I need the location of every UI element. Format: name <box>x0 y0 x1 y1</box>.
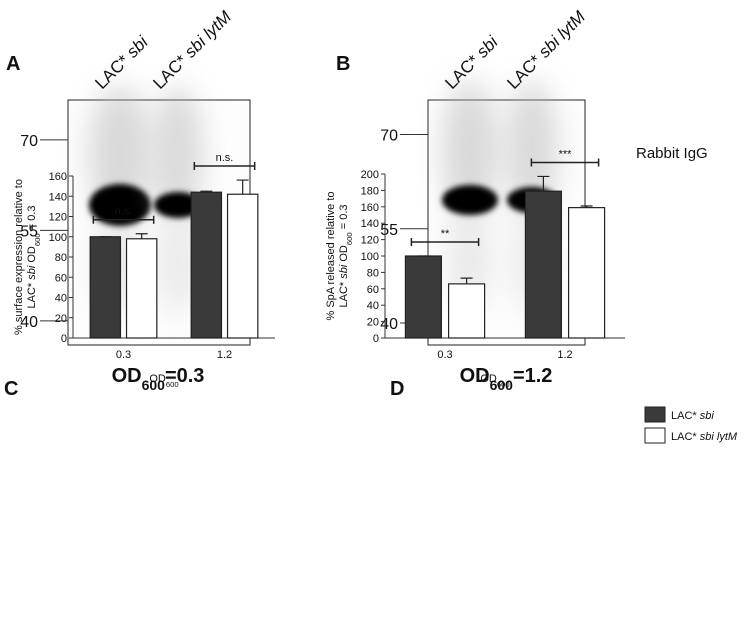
blot-image <box>67 85 251 346</box>
y-axis-label: LAC* sbi OD600 = 0.3 <box>338 204 354 307</box>
band <box>154 192 202 218</box>
legend-label: LAC* sbi lytM <box>671 431 738 443</box>
significance-bracket <box>193 162 256 171</box>
bar <box>524 190 563 339</box>
bar <box>190 191 223 339</box>
marker-label: 40 <box>380 316 398 333</box>
y-tick-label: 120 <box>361 235 379 247</box>
y-tick-label: 140 <box>49 191 67 203</box>
y-tick-label: 20 <box>367 317 379 329</box>
significance-bracket <box>92 215 155 224</box>
y-tick-label: 0 <box>373 333 379 345</box>
y-tick-label: 60 <box>367 284 379 296</box>
x-tick-label: 1.2 <box>557 349 572 361</box>
lane-label: LAC* sbi lytM <box>149 7 235 93</box>
bar <box>226 193 259 339</box>
x-tick-label: 0.3 <box>437 349 452 361</box>
lane-label: LAC* sbi <box>91 32 152 93</box>
x-tick-label: 1.2 <box>217 349 232 361</box>
error-bar <box>580 205 593 208</box>
significance-bracket <box>410 238 480 246</box>
error-bar <box>236 179 249 195</box>
blot-label: Rabbit IgG <box>636 145 708 162</box>
marker-label: 40 <box>20 314 38 331</box>
error-bar <box>537 175 550 192</box>
bar <box>567 207 606 339</box>
bar <box>125 238 158 339</box>
x-axis-label: OD600 <box>480 373 509 389</box>
y-tick-label: 200 <box>361 169 379 181</box>
error-bar <box>200 190 213 193</box>
smear-low <box>158 215 198 315</box>
y-tick-label: 40 <box>55 293 67 305</box>
smear <box>442 80 498 220</box>
y-tick-label: 160 <box>49 171 67 183</box>
smear <box>507 80 557 220</box>
y-tick-label: 100 <box>49 232 67 244</box>
panel-letter: B <box>336 53 350 75</box>
marker-label: 70 <box>20 133 38 150</box>
y-axis-label: % surface expression relative to <box>13 179 25 335</box>
marker-label: 55 <box>380 222 398 239</box>
legend-label: LAC* sbi <box>671 410 714 422</box>
bar <box>89 236 122 339</box>
y-axis-label: % SpA released relative to <box>325 191 337 320</box>
y-tick-label: 20 <box>55 313 67 325</box>
lane-label: LAC* sbi lytM <box>503 7 589 93</box>
panel-letter: D <box>390 378 404 400</box>
bar <box>448 283 486 339</box>
y-tick-label: 120 <box>49 212 67 224</box>
marker-label: 70 <box>380 128 398 145</box>
y-tick-label: 80 <box>367 267 379 279</box>
y-tick-label: 80 <box>55 252 67 264</box>
y-tick-label: 40 <box>367 300 379 312</box>
y-tick-label: 60 <box>55 272 67 284</box>
y-tick-label: 100 <box>361 251 379 263</box>
significance-bracket <box>530 158 600 167</box>
x-tick-label: 0.3 <box>116 349 131 361</box>
panel-letter: A <box>6 53 20 75</box>
y-tick-label: 140 <box>361 218 379 230</box>
y-tick-label: 0 <box>61 333 67 345</box>
od-label: OD600=0.3 <box>112 365 205 393</box>
legend-swatch <box>644 427 666 444</box>
error-bar <box>135 233 148 239</box>
y-axis-label: LAC* sbi OD600 = 0.3 <box>26 205 42 308</box>
legend-swatch <box>644 406 666 423</box>
y-tick-label: 180 <box>361 185 379 197</box>
significance-label: n.s. <box>115 206 133 218</box>
significance-label: ** <box>441 228 450 240</box>
x-axis-label: OD600 <box>149 373 178 389</box>
y-tick-label: 160 <box>361 202 379 214</box>
significance-label: *** <box>559 148 573 160</box>
significance-label: n.s. <box>216 152 234 164</box>
smear <box>154 85 202 225</box>
od-label: OD600=1.2 <box>460 365 553 393</box>
bar <box>404 255 442 339</box>
band <box>89 184 151 226</box>
band <box>442 185 498 215</box>
marker-label: 55 <box>20 223 38 240</box>
panel-letter: C <box>4 378 18 400</box>
error-bar <box>460 277 473 284</box>
